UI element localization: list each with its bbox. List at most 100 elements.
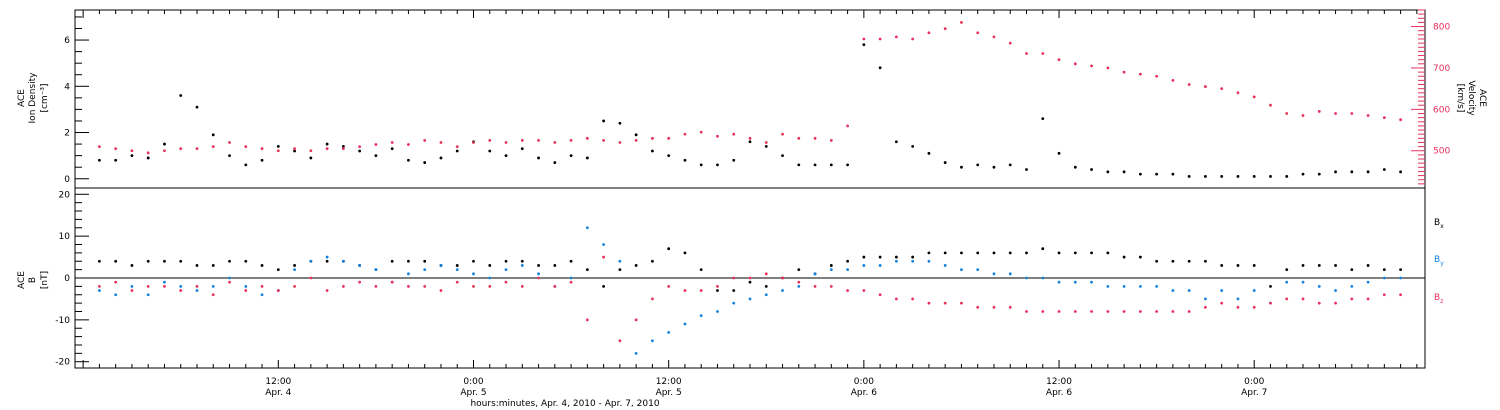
top-point-velocity-25 — [504, 141, 508, 144]
bottom-point-Bz-7 — [211, 293, 215, 297]
top-point-velocity-42 — [781, 132, 784, 136]
top-point-velocity-39 — [732, 132, 736, 136]
top-point-density-10 — [260, 158, 264, 162]
bottom-point-By-62 — [1106, 284, 1110, 288]
x-tick-time-2: 12:00 — [656, 377, 682, 387]
top-point-density-3 — [146, 156, 150, 160]
bottom-point-Bx-20 — [423, 259, 427, 263]
top-point-velocity-10 — [260, 147, 264, 151]
top-point-velocity-72 — [1269, 103, 1272, 107]
bottom-point-Bz-66 — [1171, 310, 1175, 313]
top-point-density-31 — [602, 119, 606, 123]
top-point-velocity-71 — [1252, 95, 1256, 99]
bottom-point-Bx-66 — [1171, 259, 1175, 263]
bottom-ylabel-line3: [nT] — [40, 271, 50, 289]
top-right-ytick-label-3: 800 — [1433, 23, 1450, 33]
bottom-point-Bz-42 — [781, 276, 784, 280]
top-right-ytick-label-0: 500 — [1433, 147, 1450, 157]
bottom-point-By-65 — [1155, 284, 1159, 288]
bottom-point-By-51 — [927, 259, 931, 263]
top-point-density-32 — [618, 121, 622, 125]
legend: Bx By Bz — [1434, 218, 1444, 305]
bottom-point-By-68 — [1204, 297, 1207, 301]
top-point-density-62 — [1106, 170, 1110, 174]
bottom-point-Bx-45 — [829, 264, 833, 267]
bottom-point-Bx-68 — [1204, 259, 1207, 263]
bottom-point-Bz-39 — [732, 276, 736, 280]
top-point-density-64 — [1138, 172, 1142, 176]
bottom-point-Bz-26 — [520, 284, 524, 288]
bottom-point-Bz-12 — [293, 284, 296, 288]
top-point-density-36 — [683, 158, 687, 162]
bottom-point-Bz-35 — [667, 284, 671, 288]
bottom-point-Bz-16 — [358, 280, 362, 284]
bottom-point-Bz-72 — [1269, 301, 1272, 305]
bottom-point-Bz-27 — [537, 276, 540, 280]
top-point-velocity-32 — [618, 141, 622, 144]
bottom-point-Bx-33 — [634, 264, 638, 267]
bottom-point-By-58 — [1041, 276, 1045, 280]
bottom-point-Bz-74 — [1301, 297, 1305, 301]
x-tick-date-2: Apr. 5 — [656, 388, 682, 398]
bottom-point-Bz-44 — [813, 284, 817, 288]
bottom-point-Bz-28 — [553, 284, 557, 288]
bottom-point-Bz-61 — [1090, 310, 1093, 313]
bottom-point-By-12 — [293, 268, 296, 272]
bottom-point-Bz-33 — [634, 318, 638, 322]
bottom-point-Bx-5 — [179, 259, 183, 263]
bottom-point-By-69 — [1220, 289, 1224, 292]
top-point-density-48 — [878, 66, 882, 70]
bottom-point-Bz-46 — [846, 289, 849, 292]
bottom-point-Bx-23 — [472, 259, 475, 263]
top-ytick-label-2: 4 — [64, 82, 70, 92]
bottom-point-Bx-25 — [504, 259, 508, 263]
bottom-point-Bz-50 — [911, 297, 915, 301]
bottom-point-Bx-1 — [114, 259, 118, 263]
top-point-velocity-38 — [716, 134, 719, 138]
top-right-ylabel-line2: Velocity — [1466, 80, 1476, 116]
bottom-point-Bz-40 — [748, 276, 752, 280]
bottom-point-Bx-29 — [569, 259, 573, 263]
bottom-ytick-label-0: -20 — [55, 358, 70, 368]
bottom-point-Bz-59 — [1057, 310, 1061, 313]
bottom-point-By-79 — [1382, 276, 1386, 280]
x-tick-time-5: 0:00 — [1244, 377, 1264, 387]
top-point-density-11 — [276, 144, 280, 148]
top-point-density-27 — [537, 156, 540, 160]
bottom-point-Bx-64 — [1138, 255, 1142, 259]
bottom-point-Bz-54 — [976, 305, 980, 309]
top-point-density-40 — [748, 140, 752, 144]
x-axis-title: hours:minutes, Apr. 4, 2010 - Apr. 7, 20… — [470, 399, 659, 409]
bottom-ytick-label-1: -10 — [55, 316, 70, 326]
top-point-density-12 — [293, 149, 296, 153]
top-point-velocity-8 — [228, 141, 231, 144]
top-point-density-49 — [894, 140, 898, 144]
top-point-velocity-24 — [488, 138, 492, 142]
bottom-point-Bx-7 — [211, 264, 215, 267]
bottom-point-By-29 — [569, 276, 573, 280]
top-point-density-66 — [1171, 172, 1175, 176]
top-point-velocity-41 — [764, 141, 768, 144]
bottom-point-Bz-43 — [797, 280, 801, 284]
top-point-density-76 — [1334, 170, 1337, 174]
bottom-point-By-78 — [1366, 280, 1370, 284]
bottom-point-Bz-75 — [1317, 301, 1321, 305]
top-point-density-50 — [911, 144, 915, 148]
top-point-velocity-47 — [862, 37, 866, 41]
bottom-point-By-32 — [618, 259, 622, 263]
bottom-point-By-14 — [325, 255, 329, 259]
bottom-point-Bx-8 — [228, 259, 231, 263]
bottom-point-Bz-9 — [244, 289, 248, 292]
bottom-point-By-54 — [976, 268, 980, 272]
top-point-velocity-78 — [1366, 114, 1370, 117]
bottom-point-Bz-30 — [585, 318, 589, 322]
top-point-density-33 — [634, 133, 638, 137]
bottom-point-Bz-37 — [699, 289, 703, 292]
bottom-point-Bx-70 — [1236, 264, 1240, 267]
top-point-density-47 — [862, 43, 866, 47]
bottom-point-Bz-15 — [341, 284, 345, 288]
bottom-point-Bx-76 — [1334, 264, 1337, 267]
bottom-point-By-63 — [1122, 284, 1126, 288]
top-point-velocity-65 — [1155, 74, 1159, 78]
top-point-velocity-54 — [976, 31, 980, 35]
